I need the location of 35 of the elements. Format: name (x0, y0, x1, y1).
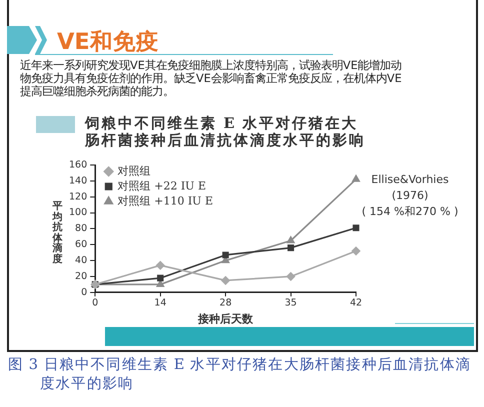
y-tick-label: 40 (75, 255, 88, 266)
x-axis-title: 接种后天数 (197, 312, 254, 326)
y-tick-label: 100 (68, 207, 88, 218)
y-tick-label: 60 (75, 239, 88, 250)
y-tick-label: 80 (75, 223, 88, 234)
point (156, 280, 164, 287)
legend-label: 对照组 (118, 164, 151, 178)
y-tick-label: 140 (68, 175, 88, 186)
point (352, 175, 360, 182)
x-tick-label: 28 (220, 298, 232, 309)
text: 饲粮中不同维生素 E 水平对仔猪在大肠杆菌接种后血清抗体滴度水平的影响 (85, 115, 366, 149)
y-tick-label: 120 (68, 191, 88, 202)
caption: 图 3 日粮中不同维生素 E 水平对仔猪在大肠杆菌接种后血清抗体滴度水平的影响 (8, 356, 472, 394)
y-tick-label: 160 (68, 159, 88, 170)
x-tick-label: 42 (350, 298, 362, 309)
point (157, 274, 164, 282)
chart-title: VE和免疫 (57, 28, 159, 57)
x-tick-label: 0 (92, 298, 98, 309)
y-tick-label: 20 (75, 270, 88, 282)
point (352, 224, 360, 232)
text: Ellise&Vorhies (1976) ( 154 %和270 % ) (360, 172, 460, 220)
point (286, 272, 296, 281)
point (156, 261, 165, 270)
legend-label: 对照组 +22 IU E (118, 179, 206, 192)
point (221, 276, 230, 285)
x-tick-label: 14 (154, 298, 166, 309)
y-axis-title: 平均抗体滴度 (52, 201, 63, 265)
legend-label: 对照组 +110 IU E (118, 194, 213, 208)
y-tick-label: 0 (81, 286, 88, 298)
point (288, 244, 294, 252)
chart-subtitle: 近年来一系列研究发现VE其在免疫细胞膜上浓度特别高，试验表明VE能增加动物免疫力具有免疫佐剂的作用。缺乏VE会影响畜禽正常免疫反应，在机体内VE提高巨噬细胞杀死病菌的能力。 (20, 59, 403, 98)
point (286, 236, 295, 244)
point (352, 246, 360, 256)
x-tick-label: 35 (284, 298, 297, 309)
point (222, 252, 229, 258)
